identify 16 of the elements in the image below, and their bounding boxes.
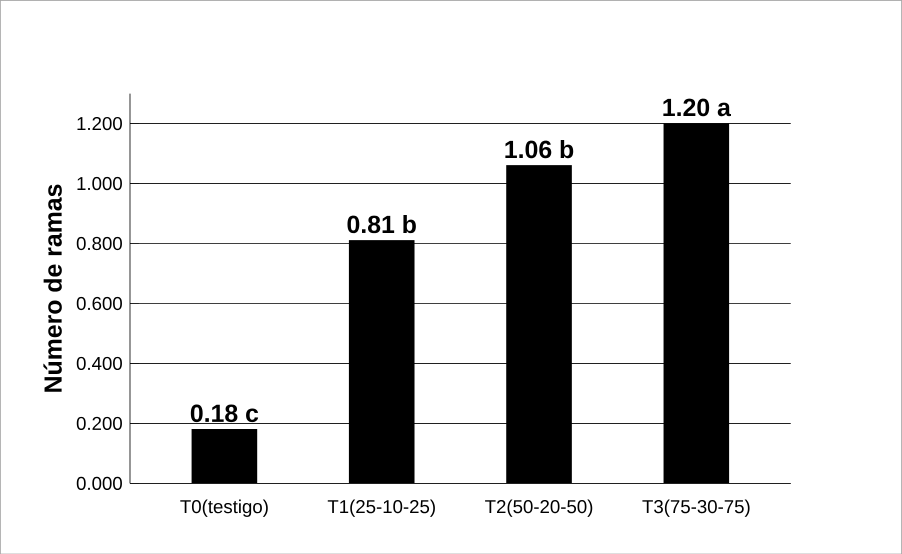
- y-tick-label: 1.200: [77, 116, 122, 130]
- x-tick-label: T1(25-10-25): [328, 499, 435, 517]
- y-axis-title: Número de ramas: [43, 184, 62, 392]
- x-tick-label: T0(testigo): [180, 499, 268, 517]
- x-tick-label: T2(50-20-50): [485, 499, 592, 517]
- y-tick-label: 0.000: [76, 476, 122, 490]
- y-tick-label: 1.000: [77, 176, 122, 190]
- data-label: 1.06 b: [505, 140, 574, 158]
- y-tick-label: 0.200: [76, 416, 122, 430]
- y-tick-label: 0.800: [76, 236, 122, 250]
- data-label: 1.20 a: [663, 98, 732, 116]
- y-tick-label: 0.600: [76, 296, 122, 310]
- y-tick-label: 0.400: [76, 356, 122, 370]
- data-label: 0.81 b: [347, 214, 416, 233]
- data-label: 0.18 c: [190, 404, 258, 422]
- x-tick-label: T3(75-30-75): [642, 499, 750, 517]
